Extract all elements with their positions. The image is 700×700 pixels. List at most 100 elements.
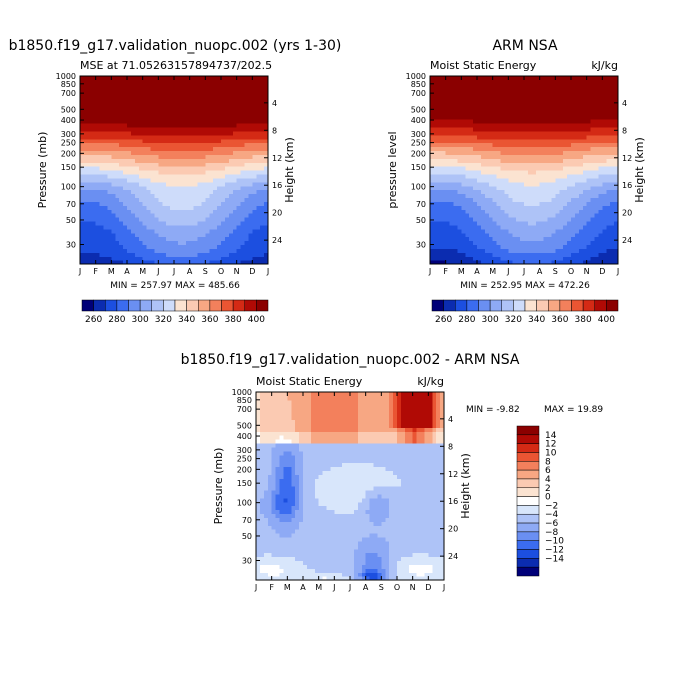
obs-field-cell bbox=[586, 87, 592, 93]
model-field-cell bbox=[146, 146, 152, 152]
model-field-cell bbox=[158, 119, 163, 124]
obs-field-cell bbox=[574, 248, 580, 253]
model-field-cell bbox=[240, 150, 246, 155]
obs-field-cell bbox=[433, 244, 439, 249]
obs-field-cell bbox=[590, 130, 596, 136]
obs-field-cell bbox=[449, 213, 455, 218]
model-field-cell bbox=[103, 83, 109, 89]
model-field-cell bbox=[209, 177, 214, 183]
model-field-cell bbox=[95, 205, 101, 210]
model-field-cell bbox=[162, 142, 167, 148]
model-field-cell bbox=[260, 217, 265, 222]
obs-field-cell bbox=[480, 111, 486, 116]
model-field-cell bbox=[123, 209, 128, 214]
model-field-cell bbox=[228, 158, 234, 163]
obs-field-cell bbox=[465, 146, 470, 152]
obs-field-cell bbox=[508, 217, 513, 222]
model-colorbar-swatch bbox=[128, 299, 141, 312]
model-field-cell bbox=[119, 83, 124, 89]
model-field-cell bbox=[119, 181, 124, 187]
model-field-cell bbox=[240, 173, 246, 179]
obs-field-cell bbox=[578, 205, 584, 210]
obs-field-cell bbox=[477, 119, 482, 124]
model-field-cell bbox=[150, 95, 156, 101]
obs-field-cell bbox=[512, 146, 517, 152]
obs-field-cell bbox=[563, 76, 568, 81]
obs-field-cell bbox=[488, 83, 494, 89]
diff-field-cell bbox=[259, 435, 265, 440]
diff-field-cell bbox=[263, 560, 269, 565]
diff-field-cell bbox=[263, 572, 269, 577]
model-field-cell bbox=[224, 138, 230, 144]
obs-field-cell bbox=[594, 260, 600, 265]
model-field-cell bbox=[264, 103, 269, 108]
obs-field-cell bbox=[543, 138, 549, 144]
model-field-cell bbox=[205, 173, 210, 179]
model-field-cell bbox=[119, 138, 124, 144]
obs-field-cell bbox=[441, 99, 447, 105]
model-field-cell bbox=[99, 205, 105, 210]
model-field-cell bbox=[162, 220, 167, 226]
obs-field-cell bbox=[430, 197, 435, 202]
obs-field-cell bbox=[473, 224, 478, 230]
obs-field-cell bbox=[531, 205, 537, 210]
obs-field-cell bbox=[527, 115, 533, 120]
model-field-cell bbox=[138, 142, 144, 148]
model-field-cell bbox=[193, 189, 199, 195]
model-field-cell bbox=[205, 91, 210, 97]
model-field-cell bbox=[80, 224, 85, 230]
model-field-cell bbox=[185, 123, 191, 128]
model-field-cell bbox=[256, 189, 261, 195]
obs-field-cell bbox=[500, 119, 506, 124]
obs-field-cell bbox=[453, 256, 459, 261]
obs-field-cell bbox=[508, 146, 513, 152]
model-field-cell bbox=[244, 103, 250, 108]
obs-field-cell bbox=[496, 87, 502, 93]
model-field-cell bbox=[174, 111, 179, 116]
model-field-cell bbox=[170, 166, 175, 171]
model-field-cell bbox=[103, 213, 109, 218]
model-field-cell bbox=[240, 134, 246, 140]
model-field-cell bbox=[107, 209, 112, 214]
model-field-cell bbox=[213, 150, 218, 155]
model-field-cell bbox=[197, 209, 203, 214]
obs-field-cell bbox=[531, 244, 537, 249]
model-field-cell bbox=[240, 166, 246, 171]
obs-field-cell bbox=[477, 228, 482, 234]
model-field-cell bbox=[115, 256, 120, 261]
model-field-cell bbox=[205, 236, 210, 242]
model-field-cell bbox=[228, 79, 234, 85]
obs-field-cell bbox=[602, 123, 607, 128]
diff-field-cell bbox=[256, 419, 261, 424]
model-field-cell bbox=[260, 111, 265, 116]
model-field-cell bbox=[119, 224, 124, 230]
model-field-cell bbox=[119, 205, 124, 210]
model-field-cell bbox=[150, 236, 156, 242]
model-field-cell bbox=[201, 252, 206, 257]
model-field-cell bbox=[130, 209, 136, 214]
model-field-cell bbox=[130, 252, 136, 257]
model-field-cell bbox=[197, 103, 203, 108]
model-field-cell bbox=[205, 95, 210, 101]
model-field-cell bbox=[224, 115, 230, 120]
obs-field-cell bbox=[524, 79, 529, 85]
obs-field-cell bbox=[520, 158, 525, 163]
model-field-cell bbox=[197, 205, 203, 210]
model-field-cell bbox=[146, 173, 152, 179]
obs-field-cell bbox=[477, 217, 482, 222]
obs-field-cell bbox=[516, 260, 521, 265]
diff-field-cell bbox=[263, 392, 269, 397]
obs-field-cell bbox=[480, 107, 486, 112]
model-field-cell bbox=[189, 256, 195, 261]
obs-field-cell bbox=[461, 115, 466, 120]
model-field-cell bbox=[189, 220, 195, 226]
model-field-cell bbox=[130, 197, 136, 202]
model-field-cell bbox=[150, 185, 156, 191]
model-field-cell bbox=[185, 205, 191, 210]
obs-field-cell bbox=[598, 142, 603, 148]
obs-field-cell bbox=[516, 252, 521, 257]
obs-field-cell bbox=[602, 99, 607, 105]
obs-field-cell bbox=[445, 142, 451, 148]
model-field-cell bbox=[91, 126, 97, 132]
